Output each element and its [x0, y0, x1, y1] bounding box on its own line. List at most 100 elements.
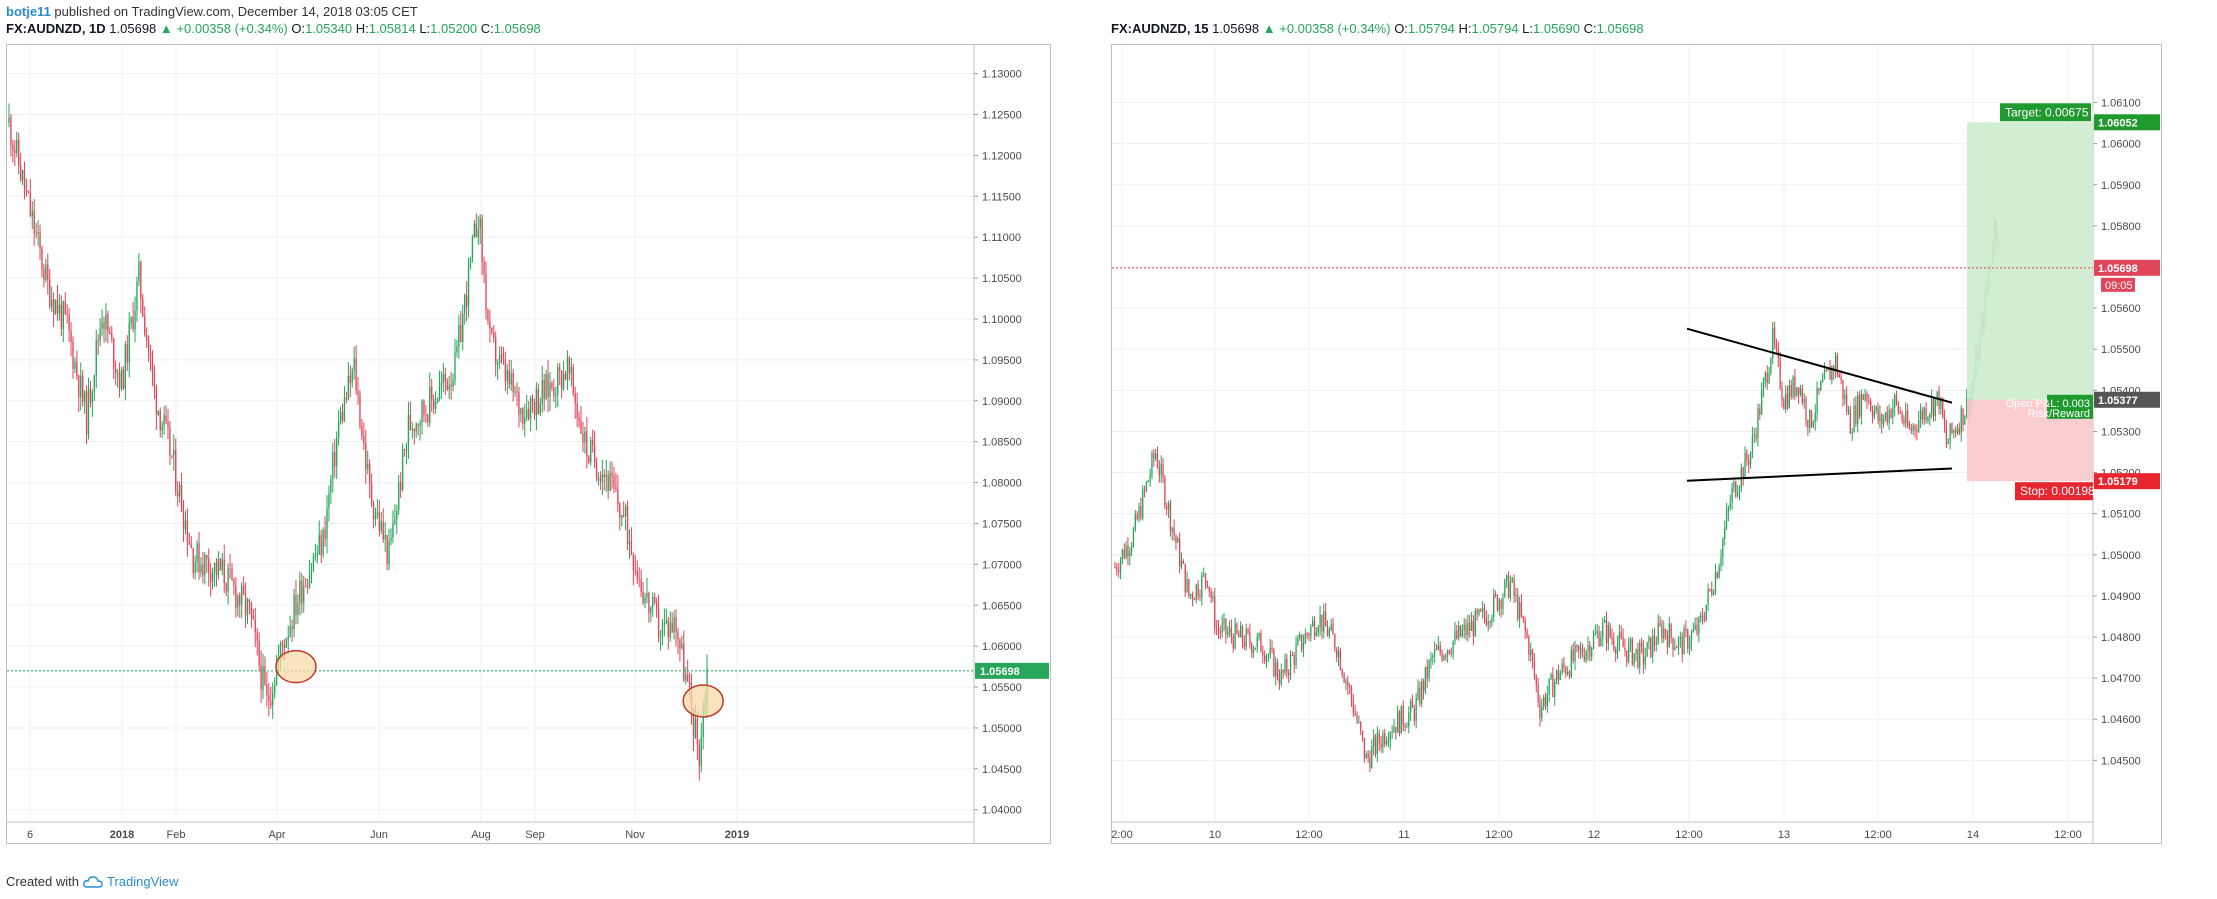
candle-down: [345, 397, 348, 400]
candle-up: [479, 218, 481, 230]
candle-up: [1803, 398, 1805, 403]
candle-down: [186, 520, 189, 543]
target-label-box: [2000, 103, 2091, 122]
candle-down: [572, 366, 574, 394]
candle-up: [105, 314, 107, 330]
candle-up: [1905, 410, 1907, 424]
candle-up: [539, 403, 541, 414]
candle-down: [1533, 660, 1536, 676]
candle-down: [1631, 639, 1633, 665]
candle-up: [392, 523, 394, 538]
candle-up: [246, 599, 249, 616]
created-with-text: Created with: [6, 874, 79, 889]
candle-down: [1881, 414, 1883, 425]
candle-up: [1718, 566, 1720, 578]
candle-up: [685, 674, 687, 681]
candle-down: [1450, 653, 1452, 655]
candle-up: [1125, 545, 1127, 558]
candle-down: [1661, 625, 1663, 639]
candle-down: [1483, 608, 1486, 618]
left-symbol[interactable]: FX:AUDNZD, 1D: [6, 21, 106, 36]
candle-up: [1397, 711, 1399, 733]
candle-down: [1286, 658, 1288, 673]
candle-up: [665, 620, 668, 624]
candle-up: [1299, 634, 1301, 639]
left-open: 1.05340: [305, 21, 353, 36]
candle-down: [1916, 429, 1918, 432]
candle-up: [1470, 621, 1473, 632]
y-tick-label: 1.04600: [2101, 714, 2141, 726]
candle-up: [163, 415, 165, 426]
candle-up: [303, 586, 305, 604]
tradingview-logo-text[interactable]: TradingView: [106, 874, 179, 889]
candle-down: [1469, 622, 1471, 632]
candle-down: [25, 190, 28, 192]
daily-candlestick-chart[interactable]: 1.13000 1.12500 1.12000 1.11500 1.11000 1.105…: [7, 45, 1050, 843]
candle-down: [363, 435, 365, 444]
candle-up: [442, 374, 445, 383]
candle-down: [175, 449, 177, 492]
last-price-tag: [975, 662, 1049, 679]
candle-down: [52, 299, 55, 314]
candle-up: [1328, 630, 1330, 637]
candle-down: [444, 374, 446, 382]
candle-up: [1683, 628, 1685, 655]
candle-up: [1511, 578, 1513, 582]
candle-up: [1515, 594, 1517, 596]
candle-up: [1761, 391, 1763, 415]
m15-candlestick-chart[interactable]: 1.061001.060001.059001.058001.057001.056…: [1112, 45, 2161, 843]
candle-up: [1768, 372, 1770, 383]
candle-down: [1448, 650, 1451, 654]
candle-down: [1313, 620, 1316, 636]
candle-up: [1312, 620, 1314, 627]
candle-up: [87, 388, 90, 435]
candle-down: [1862, 394, 1864, 400]
candle-up: [1387, 740, 1390, 742]
candle-up: [1138, 506, 1140, 520]
candle-up: [130, 316, 132, 324]
candle-down: [667, 620, 669, 638]
candle-up: [1700, 615, 1702, 618]
candle-down: [613, 476, 615, 487]
candle-up: [1847, 410, 1850, 412]
candle-up: [590, 440, 592, 463]
candle-down: [1413, 707, 1415, 722]
candle-up: [1315, 632, 1318, 636]
candle-down: [547, 374, 549, 398]
candle-down: [512, 373, 514, 392]
candle-down: [1589, 644, 1591, 657]
right-chart-panel[interactable]: 1.061001.060001.059001.058001.057001.056…: [1111, 44, 2162, 844]
right-close-label: C:: [1583, 21, 1597, 36]
candle-up: [669, 622, 671, 638]
candle-up: [1190, 594, 1192, 597]
right-symbol[interactable]: FX:AUDNZD, 15: [1111, 21, 1209, 36]
candle-down: [1116, 567, 1118, 571]
candle-down: [1535, 675, 1537, 685]
candle-down: [1899, 412, 1901, 414]
author-link[interactable]: botje11: [6, 4, 51, 19]
candle-down: [35, 233, 37, 235]
candle-down: [588, 456, 590, 463]
candle-down: [533, 401, 536, 416]
y-tick-label: 1.05300: [2101, 426, 2141, 438]
candle-down: [671, 622, 673, 633]
candle-down: [107, 314, 109, 332]
candle-up: [506, 370, 509, 381]
candle-up: [1567, 672, 1569, 675]
candle-down: [258, 640, 260, 665]
candle-up: [1646, 642, 1648, 657]
triangle-upper-trendline: [1686, 327, 1953, 404]
left-chart-panel[interactable]: 1.13000 1.12500 1.12000 1.11500 1.11000 1.105…: [6, 44, 1051, 844]
candle-down: [1868, 400, 1870, 402]
candle-down: [1419, 687, 1421, 704]
candle-up: [330, 479, 332, 494]
candle-down: [491, 328, 493, 333]
candle-down: [1637, 648, 1639, 668]
candle-down: [1182, 560, 1185, 564]
candle-up: [1844, 395, 1846, 399]
candle-down: [1352, 699, 1354, 714]
candle-up: [74, 361, 76, 369]
candle-up: [1834, 355, 1837, 372]
candle-down: [1249, 631, 1251, 644]
candle-down: [266, 684, 268, 696]
